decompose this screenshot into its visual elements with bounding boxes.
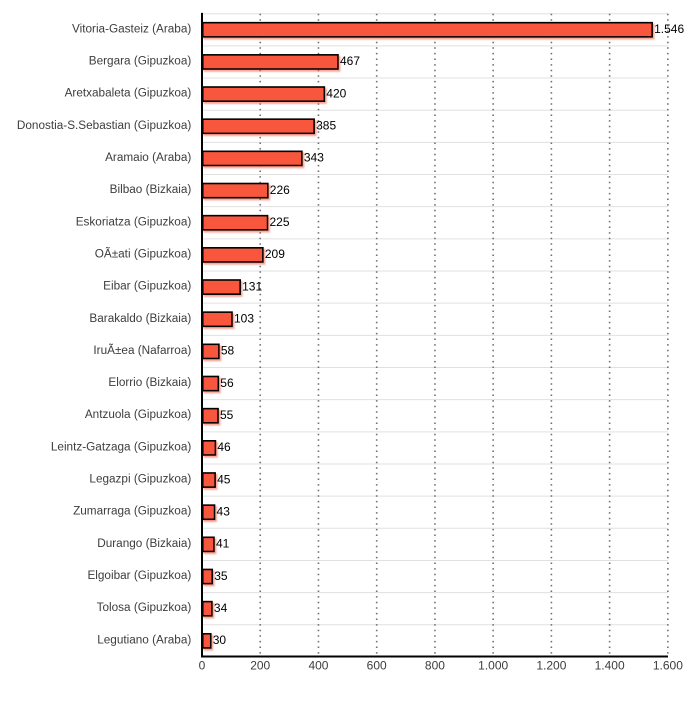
svg-text:Bilbao (Bizkaia): Bilbao (Bizkaia)	[110, 183, 192, 196]
svg-text:Bergara (Gipuzkoa): Bergara (Gipuzkoa)	[89, 54, 192, 67]
svg-text:Durango (Bizkaia): Durango (Bizkaia)	[97, 537, 191, 550]
svg-text:45: 45	[217, 472, 231, 486]
svg-text:467: 467	[340, 54, 360, 68]
svg-text:58: 58	[221, 344, 235, 358]
svg-text:Zumarraga (Gipuzkoa): Zumarraga (Gipuzkoa)	[73, 505, 191, 518]
svg-text:Legazpi (Gipuzkoa): Legazpi (Gipuzkoa)	[89, 473, 191, 486]
svg-text:225: 225	[270, 215, 290, 229]
svg-text:34: 34	[214, 601, 228, 615]
svg-text:Eibar (Gipuzkoa): Eibar (Gipuzkoa)	[103, 280, 191, 293]
svg-text:1.546: 1.546	[654, 22, 684, 36]
svg-text:1.400: 1.400	[595, 659, 625, 673]
svg-text:Vitoria-Gasteiz (Araba): Vitoria-Gasteiz (Araba)	[72, 22, 191, 35]
svg-text:Leintz-Gatzaga (Gipuzkoa): Leintz-Gatzaga (Gipuzkoa)	[51, 440, 192, 453]
svg-text:IruÃ±ea (Nafarroa): IruÃ±ea (Nafarroa)	[93, 344, 191, 357]
svg-text:Elgoibar (Gipuzkoa): Elgoibar (Gipuzkoa)	[87, 569, 191, 582]
svg-text:343: 343	[304, 151, 324, 165]
svg-text:Tolosa (Gipuzkoa): Tolosa (Gipuzkoa)	[97, 601, 192, 614]
svg-text:103: 103	[234, 311, 254, 325]
svg-text:385: 385	[316, 118, 336, 132]
svg-text:Elorrio (Bizkaia): Elorrio (Bizkaia)	[108, 376, 191, 389]
svg-text:131: 131	[242, 279, 262, 293]
svg-text:420: 420	[326, 86, 346, 100]
svg-text:1.600: 1.600	[653, 659, 683, 673]
svg-text:56: 56	[220, 376, 234, 390]
svg-text:43: 43	[217, 504, 231, 518]
svg-text:800: 800	[425, 659, 445, 673]
svg-text:0: 0	[199, 659, 206, 673]
svg-text:Legutiano (Araba): Legutiano (Araba)	[97, 633, 191, 646]
svg-text:Barakaldo (Bizkaia): Barakaldo (Bizkaia)	[89, 312, 191, 325]
svg-text:600: 600	[367, 659, 387, 673]
svg-text:200: 200	[250, 659, 270, 673]
svg-text:Aramaio (Araba): Aramaio (Araba)	[105, 151, 191, 164]
svg-text:Eskoriatza (Gipuzkoa): Eskoriatza (Gipuzkoa)	[76, 215, 192, 228]
svg-text:226: 226	[270, 183, 290, 197]
svg-text:209: 209	[265, 247, 285, 261]
svg-text:46: 46	[217, 440, 231, 454]
svg-text:OÃ±ati (Gipuzkoa): OÃ±ati (Gipuzkoa)	[95, 247, 192, 260]
svg-text:Donostia-S.Sebastian (Gipuzkoa: Donostia-S.Sebastian (Gipuzkoa)	[17, 119, 191, 132]
svg-text:Antzuola (Gipuzkoa): Antzuola (Gipuzkoa)	[85, 408, 192, 421]
svg-text:35: 35	[214, 569, 228, 583]
svg-text:400: 400	[308, 659, 328, 673]
svg-text:1.000: 1.000	[478, 659, 508, 673]
svg-text:Aretxabaleta (Gipuzkoa): Aretxabaleta (Gipuzkoa)	[65, 87, 192, 100]
svg-text:41: 41	[216, 537, 230, 551]
svg-text:55: 55	[220, 408, 234, 422]
svg-text:30: 30	[213, 633, 227, 647]
svg-text:1.200: 1.200	[536, 659, 566, 673]
